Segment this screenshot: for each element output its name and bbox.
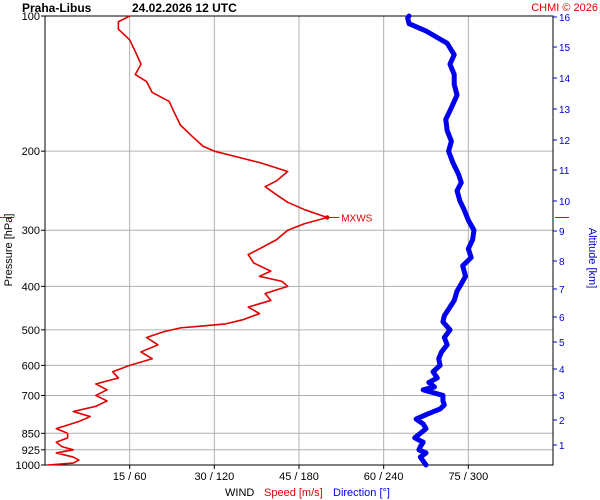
direction-label: Direction [°] (333, 487, 390, 499)
altitude-tick-label: 8 (559, 257, 565, 268)
pressure-axis-title: Pressure [hPa] (3, 214, 15, 287)
altitude-tick-label: 7 (559, 285, 565, 296)
wind-axis: 15 / 60 30 / 120 45 / 180 60 / 240 75 / 300 (113, 465, 488, 483)
altitude-tick-label: 5 (559, 338, 565, 349)
mxws-label: MXWS (341, 213, 372, 224)
direction-series (405, 13, 477, 468)
pressure-tick-label: 500 (22, 325, 40, 337)
pressure-tick-label: 600 (22, 360, 40, 372)
sounding-datetime: 24.02.2026 12 UTC (132, 1, 237, 15)
altitude-tick-label: 4 (559, 365, 565, 376)
credit-text: CHMI © 2026 (531, 2, 598, 14)
altitude-tick-label: 9 (559, 227, 565, 238)
wind-label: WIND (225, 487, 254, 499)
pressure-tick-label: 1000 (16, 460, 40, 472)
altitude-tick-label: 3 (559, 391, 565, 402)
altitude-axis-title: Altitude [km] (586, 228, 598, 289)
wind-tick-label: 60 / 240 (364, 471, 404, 483)
station-name: Praha-Libus (22, 1, 92, 15)
grid (45, 16, 553, 465)
altitude-tick-label: 14 (559, 74, 571, 85)
altitude-tick-label: 15 (559, 43, 571, 54)
pressure-tick-label: 925 (22, 445, 40, 457)
mxws-point (325, 215, 330, 220)
altitude-tick-label: 1 (559, 441, 565, 452)
altitude-tick-label: 10 (559, 197, 571, 208)
wind-tick-label: 30 / 120 (194, 471, 234, 483)
pressure-tick-label: 400 (22, 281, 40, 293)
pressure-tick-label: 700 (22, 390, 40, 402)
wind-tick-label: 15 / 60 (113, 471, 147, 483)
altitude-tick-label: 12 (559, 136, 571, 147)
altitude-tick-label: 13 (559, 105, 571, 116)
pressure-tick-label: 200 (22, 146, 40, 158)
pressure-axis: 100 200 300 400 500 600 700 850 925 1000 (16, 11, 45, 472)
pressure-tick-label: 100 (22, 11, 40, 23)
speed-line (47, 15, 329, 466)
direction-line (405, 13, 477, 468)
speed-label: Speed [m/s] (264, 487, 323, 499)
altitude-tick-label: 16 (559, 13, 571, 24)
altitude-tick-label: 11 (559, 166, 570, 177)
mxws-marker: MXWS (0, 213, 569, 224)
pressure-tick-label: 850 (22, 428, 40, 440)
altitude-tick-label: 2 (559, 416, 565, 427)
wind-tick-label: 75 / 300 (448, 471, 488, 483)
wind-tick-label: 45 / 180 (279, 471, 319, 483)
pressure-tick-label: 300 (22, 225, 40, 237)
speed-series (47, 15, 329, 466)
altitude-tick-label: 6 (559, 313, 565, 324)
